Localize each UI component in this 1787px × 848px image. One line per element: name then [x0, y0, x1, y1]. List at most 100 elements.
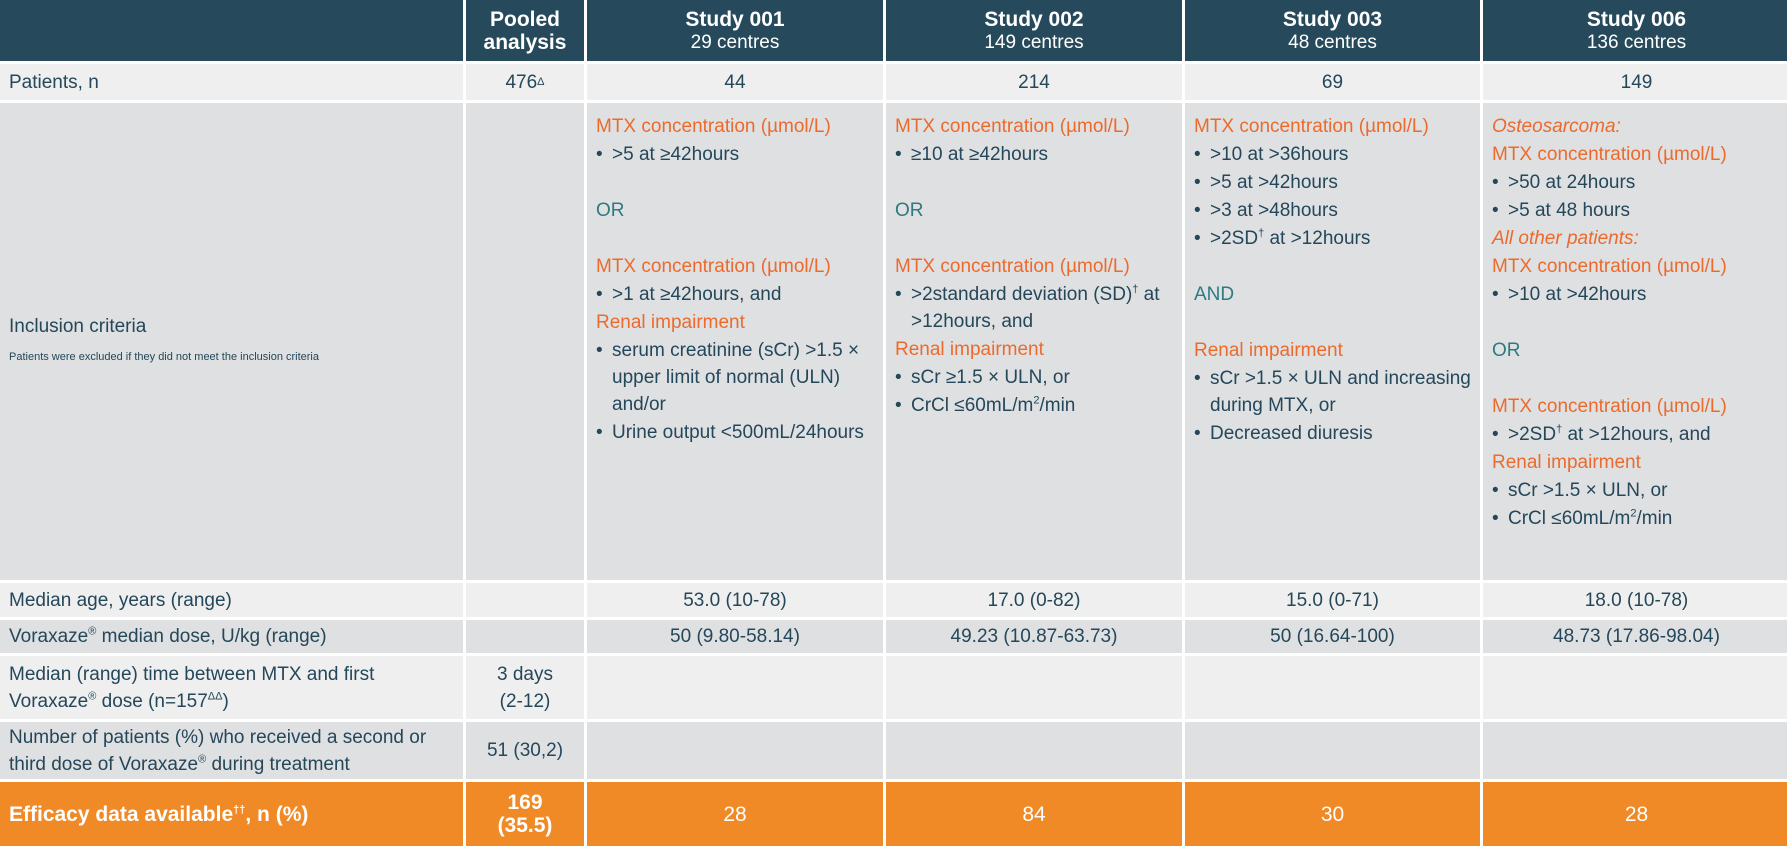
criteria-text: >50 at 24hours [1508, 172, 1636, 193]
time-pooled: 3 days (2-12) [466, 656, 584, 719]
median-age-value: 18.0 (10-78) [1483, 583, 1787, 617]
criteria-text: Renal impairment [895, 339, 1044, 360]
patients-value: 214 [886, 64, 1182, 100]
row-label-median-age: Median age, years (range) [0, 583, 463, 617]
criteria-spacer [1194, 309, 1472, 336]
criteria-heading: MTX concentration (µmol/L) [1492, 393, 1782, 420]
criteria-text: MTX concentration (µmol/L) [596, 116, 831, 137]
header-corner [0, 0, 463, 61]
criteria-text: at >12hours, and [911, 284, 1160, 332]
study-centres: 48 centres [1288, 31, 1377, 53]
label-part: median dose, U/kg (range) [96, 626, 327, 647]
label-part: Median (range) time between MTX and firs… [9, 663, 375, 712]
criteria-text: at >12hours, and [1562, 424, 1711, 445]
criteria-text: sCr ≥1.5 × ULN, or [911, 367, 1070, 388]
criteria-heading: MTX concentration (µmol/L) [1492, 141, 1782, 168]
criteria-bullet: >50 at 24hours [1492, 169, 1782, 196]
criteria-bullet: >2SD† at >12hours, and [1492, 421, 1782, 448]
efficacy-value: 28 [587, 782, 883, 846]
label-part: , n (%) [245, 802, 309, 826]
criteria-bullet: sCr >1.5 × ULN, or [1492, 477, 1782, 504]
study-centres: 29 centres [690, 31, 780, 53]
criteria-text: >3 at >48hours [1210, 200, 1338, 221]
study-centres: 149 centres [984, 31, 1084, 53]
header-study-006: Study 006 136 centres [1483, 0, 1787, 61]
criteria-bullet: Urine output <500mL/24hours [596, 419, 875, 446]
registered-mark: ® [88, 625, 97, 638]
footnote-mark: ΔΔ [207, 690, 223, 703]
criteria-connector: AND [1194, 281, 1472, 308]
criteria-text: >1 at ≥42hours, and [612, 284, 782, 305]
criteria-spacer [895, 169, 1174, 196]
criteria-text: OR [1492, 340, 1521, 361]
criteria-heading: MTX concentration (µmol/L) [1492, 253, 1782, 280]
label-part: during treatment [206, 753, 350, 775]
superscript: † [1258, 227, 1265, 240]
time-empty [886, 656, 1182, 719]
criteria-subgroup: Osteosarcoma: [1492, 113, 1782, 140]
patients-pooled: 476 Δ [466, 64, 584, 100]
criteria-bullet: >5 at >42hours [1194, 169, 1472, 196]
row-label-efficacy: Efficacy data available††, n (%) [0, 782, 463, 846]
criteria-subgroup: All other patients: [1492, 225, 1782, 252]
efficacy-pooled: 169 (35.5) [466, 782, 584, 846]
row-label-second-dose: Number of patients (%) who received a se… [0, 722, 463, 779]
label-part: dose (n=157 [96, 690, 208, 712]
superscript: † [1556, 423, 1563, 436]
criteria-text: >10 at >36hours [1210, 144, 1349, 165]
median-age-value: 53.0 (10-78) [587, 583, 883, 617]
criteria-heading: Renal impairment [596, 309, 875, 336]
criteria-text: Decreased diuresis [1210, 423, 1373, 444]
criteria-text: >5 at >42hours [1210, 172, 1338, 193]
label-part: Voraxaze [9, 626, 89, 647]
inclusion-pooled [466, 103, 584, 580]
criteria-text: AND [1194, 284, 1235, 305]
header-study-003: Study 003 48 centres [1185, 0, 1480, 61]
registered-mark: ® [88, 690, 97, 703]
criteria-text: >10 at >42hours [1508, 284, 1647, 305]
median-age-value: 15.0 (0-71) [1185, 583, 1480, 617]
criteria-text: >5 at ≥42hours [612, 144, 740, 165]
inclusion-criteria-study-002: MTX concentration (µmol/L) ≥10 at ≥42hour… [886, 103, 1182, 580]
study-centres: 136 centres [1586, 31, 1687, 53]
criteria-bullet: sCr ≥1.5 × ULN, or [895, 364, 1174, 391]
criteria-heading: MTX concentration (µmol/L) [1194, 113, 1472, 140]
criteria-text: MTX concentration (µmol/L) [895, 256, 1130, 277]
criteria-text: >5 at 48 hours [1508, 200, 1631, 221]
criteria-bullet: >2SD† at >12hours [1194, 225, 1472, 252]
study-name: Study 001 [685, 7, 785, 31]
criteria-text: /min [1039, 395, 1076, 416]
criteria-text: >2SD [1508, 424, 1557, 445]
row-label-inclusion: Inclusion criteria Patients were exclude… [0, 103, 463, 580]
criteria-text: ≥10 at ≥42hours [911, 144, 1049, 165]
study-name: Study 002 [984, 7, 1084, 31]
header-study-002: Study 002 149 centres [886, 0, 1182, 61]
median-age-pooled [466, 583, 584, 617]
second-dose-empty [886, 722, 1182, 779]
inclusion-label: Inclusion criteria [9, 315, 147, 337]
dose-value: 50 (9.80-58.14) [587, 620, 883, 653]
criteria-connector: OR [596, 197, 875, 224]
criteria-text: /min [1636, 508, 1673, 529]
efficacy-value: 28 [1483, 782, 1787, 846]
criteria-text: at >12hours [1264, 228, 1371, 249]
criteria-bullet: >1 at ≥42hours, and [596, 281, 875, 308]
criteria-text: >2SD [1210, 228, 1259, 249]
criteria-text: All other patients: [1492, 228, 1639, 249]
criteria-bullet: >10 at >42hours [1492, 281, 1782, 308]
second-dose-empty [1185, 722, 1480, 779]
criteria-text: MTX concentration (µmol/L) [1492, 144, 1727, 165]
criteria-text: Renal impairment [1492, 452, 1641, 473]
criteria-text: MTX concentration (µmol/L) [1194, 116, 1429, 137]
superscript: † [1132, 283, 1139, 296]
criteria-bullet: serum creatinine (sCr) >1.5 × upper limi… [596, 337, 875, 418]
registered-mark: ® [198, 753, 207, 766]
criteria-text: sCr >1.5 × ULN, or [1508, 480, 1668, 501]
patients-pooled-value: 476 [505, 71, 538, 93]
criteria-text: Renal impairment [596, 312, 745, 333]
criteria-text: MTX concentration (µmol/L) [1492, 396, 1727, 417]
time-empty [1185, 656, 1480, 719]
criteria-heading: Renal impairment [1492, 449, 1782, 476]
footnote-mark: †† [233, 803, 246, 816]
second-dose-pooled: 51 (30,2) [466, 722, 584, 779]
